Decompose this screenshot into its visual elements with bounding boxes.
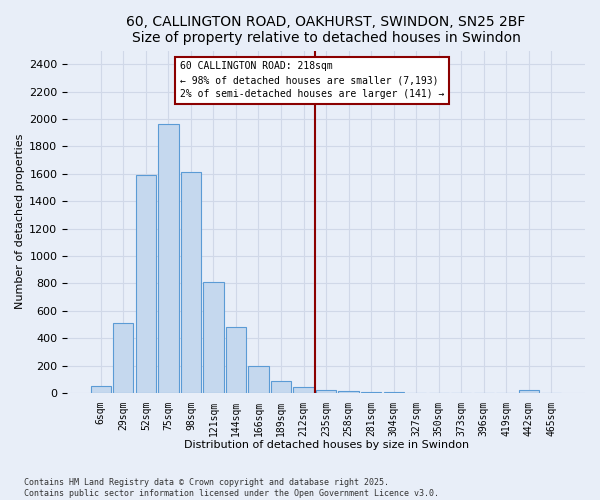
Text: Contains HM Land Registry data © Crown copyright and database right 2025.
Contai: Contains HM Land Registry data © Crown c… <box>24 478 439 498</box>
Bar <box>293 388 314 393</box>
Bar <box>383 392 404 393</box>
Bar <box>136 175 156 393</box>
Bar <box>338 391 359 393</box>
Bar <box>181 172 201 393</box>
Text: 60 CALLINGTON ROAD: 218sqm
← 98% of detached houses are smaller (7,193)
2% of se: 60 CALLINGTON ROAD: 218sqm ← 98% of deta… <box>179 62 444 100</box>
Bar <box>316 390 336 393</box>
Bar <box>226 326 246 393</box>
Y-axis label: Number of detached properties: Number of detached properties <box>15 134 25 310</box>
Bar <box>158 124 179 393</box>
Bar <box>113 323 133 393</box>
X-axis label: Distribution of detached houses by size in Swindon: Distribution of detached houses by size … <box>184 440 469 450</box>
Title: 60, CALLINGTON ROAD, OAKHURST, SWINDON, SN25 2BF
Size of property relative to de: 60, CALLINGTON ROAD, OAKHURST, SWINDON, … <box>127 15 526 45</box>
Bar <box>248 366 269 393</box>
Bar <box>361 392 381 393</box>
Bar <box>271 380 291 393</box>
Bar <box>91 386 111 393</box>
Bar <box>518 390 539 393</box>
Bar <box>203 282 224 393</box>
